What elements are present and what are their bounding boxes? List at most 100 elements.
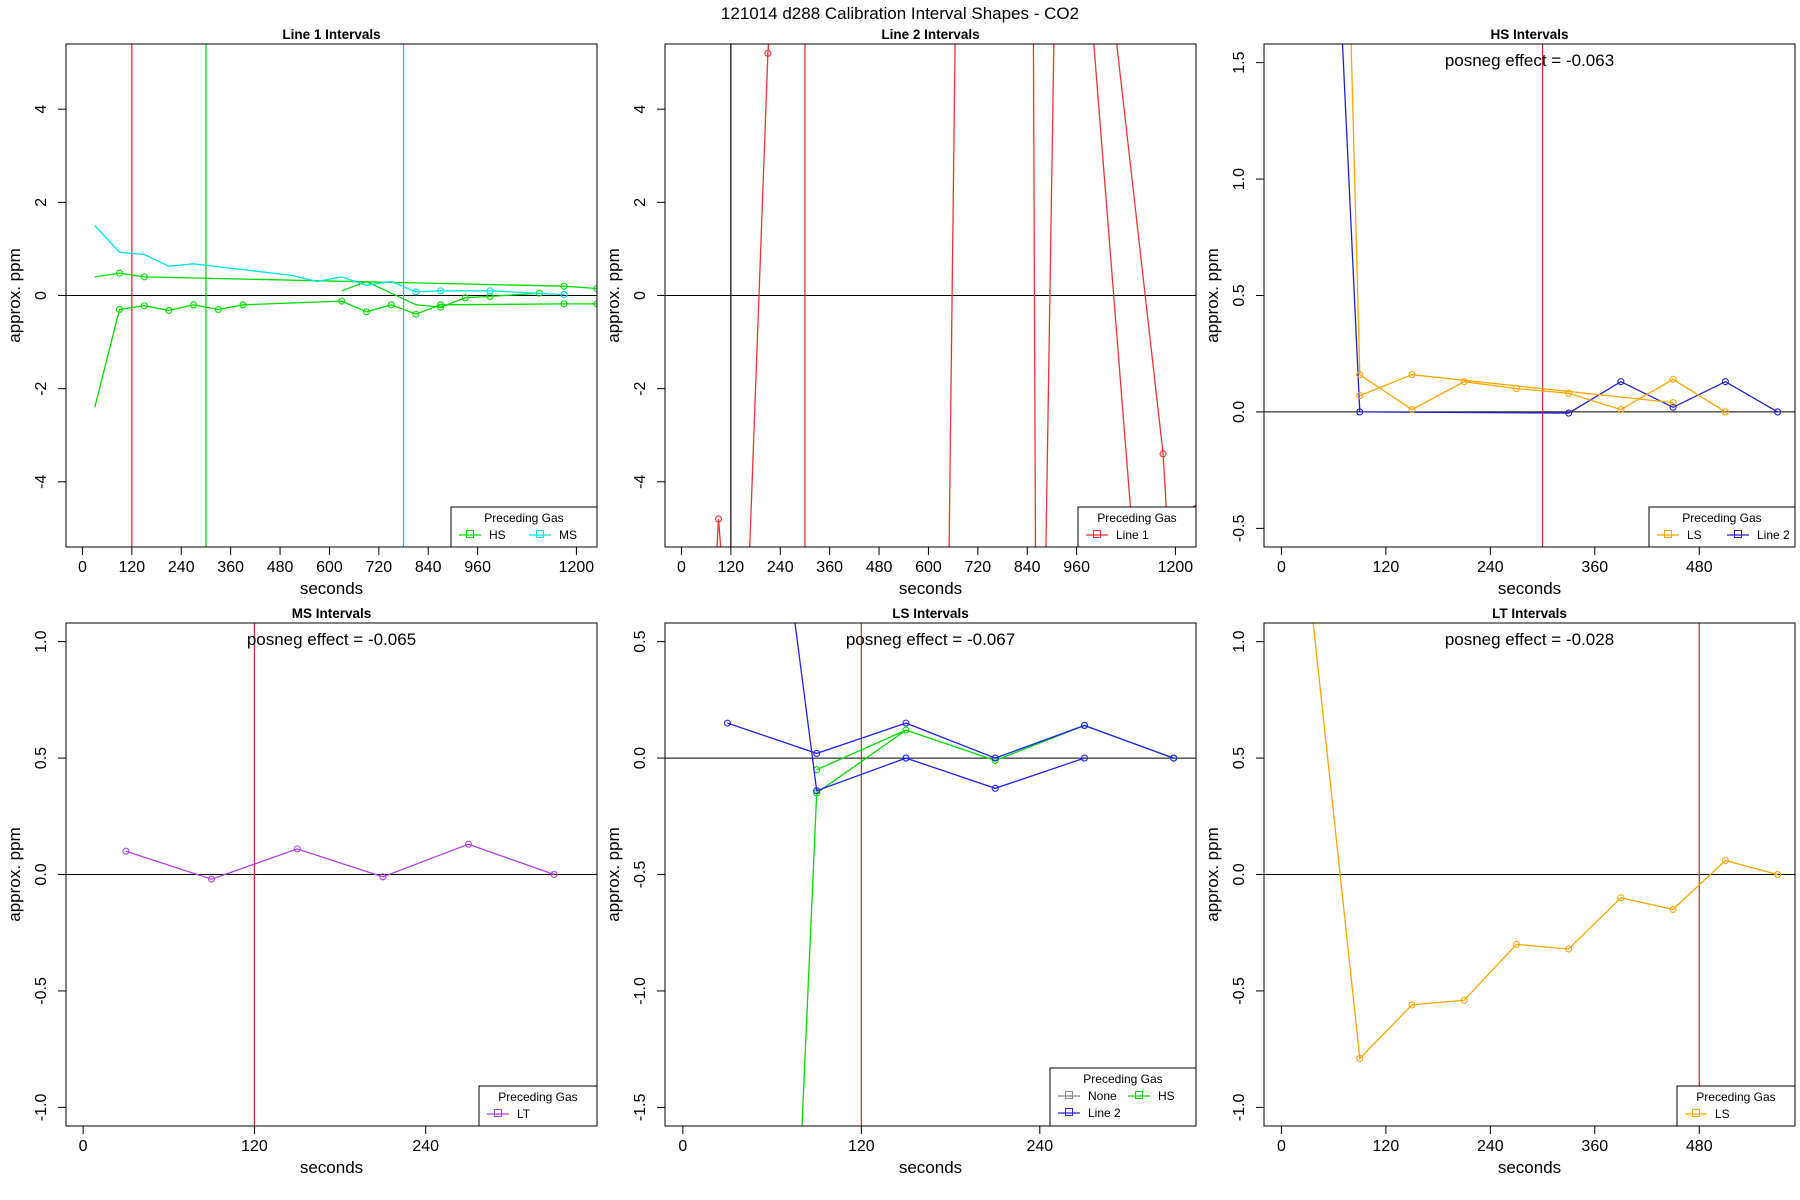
x-tick-label: 0: [78, 559, 87, 576]
data-point: [560, 291, 568, 299]
data-point: [714, 515, 723, 523]
y-tick-label: 0.5: [1231, 747, 1248, 769]
data-point: [464, 840, 473, 848]
data-point: [1356, 1054, 1364, 1063]
series-line: [816, 729, 907, 771]
x-tick-label: 480: [1686, 559, 1713, 576]
legend-entry-label: HS: [1158, 1089, 1175, 1103]
data-point: [1408, 406, 1416, 414]
x-tick-label: 720: [964, 559, 991, 576]
data-point: [1408, 1001, 1416, 1009]
y-axis-label: approx. ppm: [5, 248, 24, 343]
data-point: [1356, 371, 1364, 379]
data-point: [1617, 894, 1625, 902]
data-point: [1565, 945, 1573, 953]
legend-title: Preceding Gas: [1682, 511, 1761, 525]
legend-entry-label: LS: [1687, 528, 1702, 542]
legend-title: Preceding Gas: [498, 1090, 577, 1104]
chart-panel-6: LT Intervals 0 120 240 360 480 seconds -1.0 -0.5…: [1203, 606, 1796, 1177]
series-line: [1032, 44, 1037, 547]
x-tick-label: 360: [217, 559, 244, 576]
figure-title: 121014 d288 Calibration Interval Shapes …: [721, 4, 1079, 23]
legend-swatch-marker: [1093, 530, 1101, 538]
data-point: [902, 726, 910, 734]
legend: Preceding Gas LS: [1676, 1085, 1796, 1127]
data-point: [1460, 378, 1468, 386]
legend-box: [1049, 1067, 1197, 1127]
legend-swatch-marker: [1135, 1091, 1143, 1099]
legend-box: [1648, 506, 1796, 548]
x-axis-label: seconds: [1498, 1158, 1561, 1177]
x-tick-label: 600: [316, 559, 343, 576]
y-tick-label: 1.0: [1231, 630, 1248, 652]
y-tick-label: 0.5: [33, 747, 50, 769]
data-point: [1512, 940, 1520, 948]
data-point: [593, 284, 597, 293]
y-tick-label: -0.5: [1231, 977, 1248, 1005]
plot-area: [1264, 44, 1795, 547]
x-tick-label: 360: [1581, 1138, 1608, 1155]
data-point: [437, 287, 445, 295]
x-tick-label: 360: [816, 559, 843, 576]
data-point: [115, 305, 124, 314]
plot-frame: [1263, 43, 1796, 548]
x-tick-label: 0: [79, 1138, 88, 1155]
legend-swatch-marker: [536, 530, 544, 538]
x-tick-label: 240: [1477, 1138, 1504, 1155]
data-point: [1669, 403, 1677, 411]
x-tick-label: 240: [767, 559, 794, 576]
x-tick-label: 480: [267, 559, 294, 576]
legend-entry-label: None: [1088, 1089, 1117, 1103]
data-point: [1721, 408, 1729, 416]
y-tick-label: -1.5: [632, 1093, 649, 1121]
y-tick-label: -0.5: [1231, 514, 1248, 542]
data-point: [1565, 389, 1573, 397]
data-point: [991, 784, 999, 792]
data-point: [293, 845, 301, 853]
legend-entry-label: HS: [489, 528, 506, 542]
data-point: [338, 297, 346, 305]
y-axis-label: approx. ppm: [1203, 827, 1222, 922]
data-point: [1617, 406, 1625, 414]
series-line: [716, 519, 722, 547]
plot-area: [665, 44, 1196, 547]
plot-frame: [664, 622, 1197, 1127]
y-tick-label: -2: [33, 381, 50, 395]
legend: Preceding Gas None HS Line 2: [1049, 1067, 1197, 1127]
x-tick-label: 240: [412, 1138, 439, 1155]
x-tick-label: 240: [168, 559, 195, 576]
y-tick-label: -0.5: [632, 861, 649, 889]
data-point: [1774, 408, 1782, 416]
data-point: [764, 49, 772, 57]
x-tick-label: 480: [1686, 1138, 1713, 1155]
data-point: [1408, 371, 1416, 379]
legend-entry-label: MS: [559, 528, 577, 542]
y-tick-label: 2: [632, 198, 649, 207]
data-point: [140, 302, 148, 310]
series-line: [1312, 623, 1778, 1060]
legend-swatch-marker: [1065, 1091, 1073, 1099]
y-axis-label: approx. ppm: [1203, 248, 1222, 343]
data-point: [122, 847, 130, 855]
data-point: [412, 310, 420, 318]
legend-entry-label: LS: [1715, 1107, 1730, 1121]
legend-title: Preceding Gas: [484, 511, 563, 525]
data-point: [165, 306, 173, 314]
data-point: [1460, 996, 1468, 1004]
y-tick-label: -1.0: [1231, 1093, 1248, 1121]
x-axis-label: seconds: [899, 579, 962, 598]
x-tick-label: 960: [464, 559, 491, 576]
series-line: [727, 722, 1174, 759]
series-line: [1341, 44, 1778, 414]
data-point: [115, 269, 124, 277]
data-point: [1565, 409, 1573, 417]
x-axis-label: seconds: [300, 579, 363, 598]
y-axis-label: approx. ppm: [604, 827, 623, 922]
x-tick-label: 120: [848, 1138, 875, 1155]
legend-swatch-marker: [494, 1109, 502, 1117]
y-tick-label: 0.0: [632, 747, 649, 769]
data-point: [550, 870, 558, 879]
